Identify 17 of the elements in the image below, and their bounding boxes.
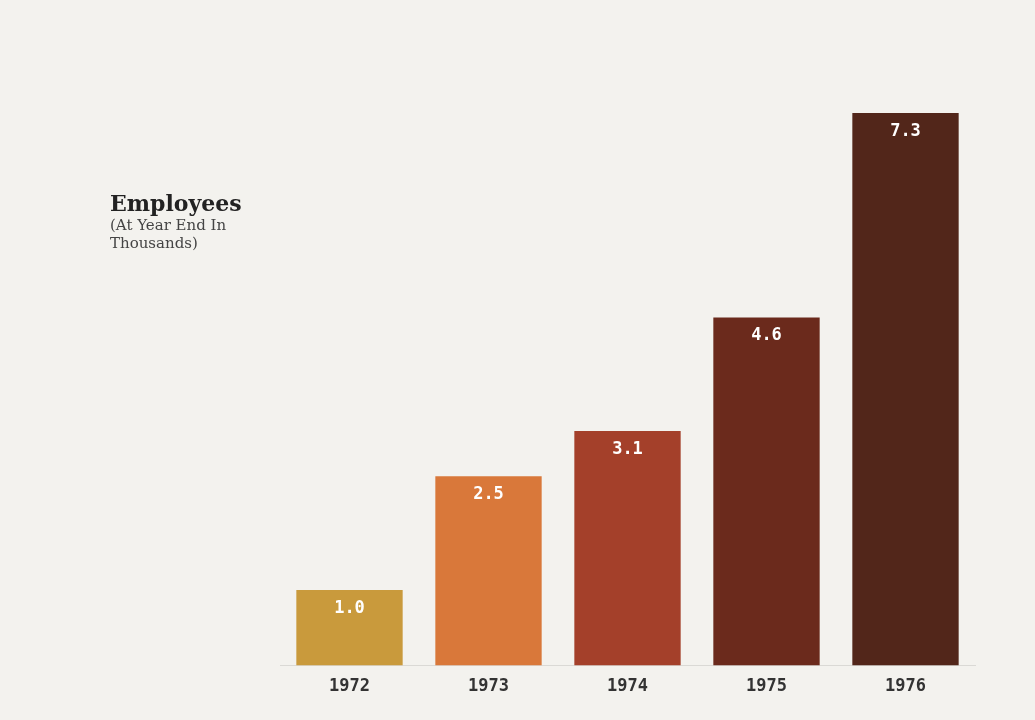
bar: [296, 589, 403, 666]
x-tick-label: 1974: [607, 675, 648, 696]
x-tick-label: 1975: [746, 675, 787, 696]
bar: [574, 430, 681, 666]
data-label: 2.5: [473, 483, 504, 504]
text: Employees: [110, 190, 242, 216]
bar: [713, 317, 820, 666]
bar: [435, 476, 542, 666]
text: (At Year End In Thousands): [110, 216, 228, 252]
data-label: 1.0: [334, 596, 365, 617]
x-tick-label: 1973: [468, 675, 509, 696]
bar: [852, 112, 959, 666]
x-tick-label: 1976: [885, 675, 926, 696]
data-label: 3.1: [612, 437, 643, 458]
data-label: 4.6: [751, 324, 782, 345]
x-tick-label: 1972: [329, 675, 370, 696]
data-label: 7.3: [890, 119, 921, 140]
